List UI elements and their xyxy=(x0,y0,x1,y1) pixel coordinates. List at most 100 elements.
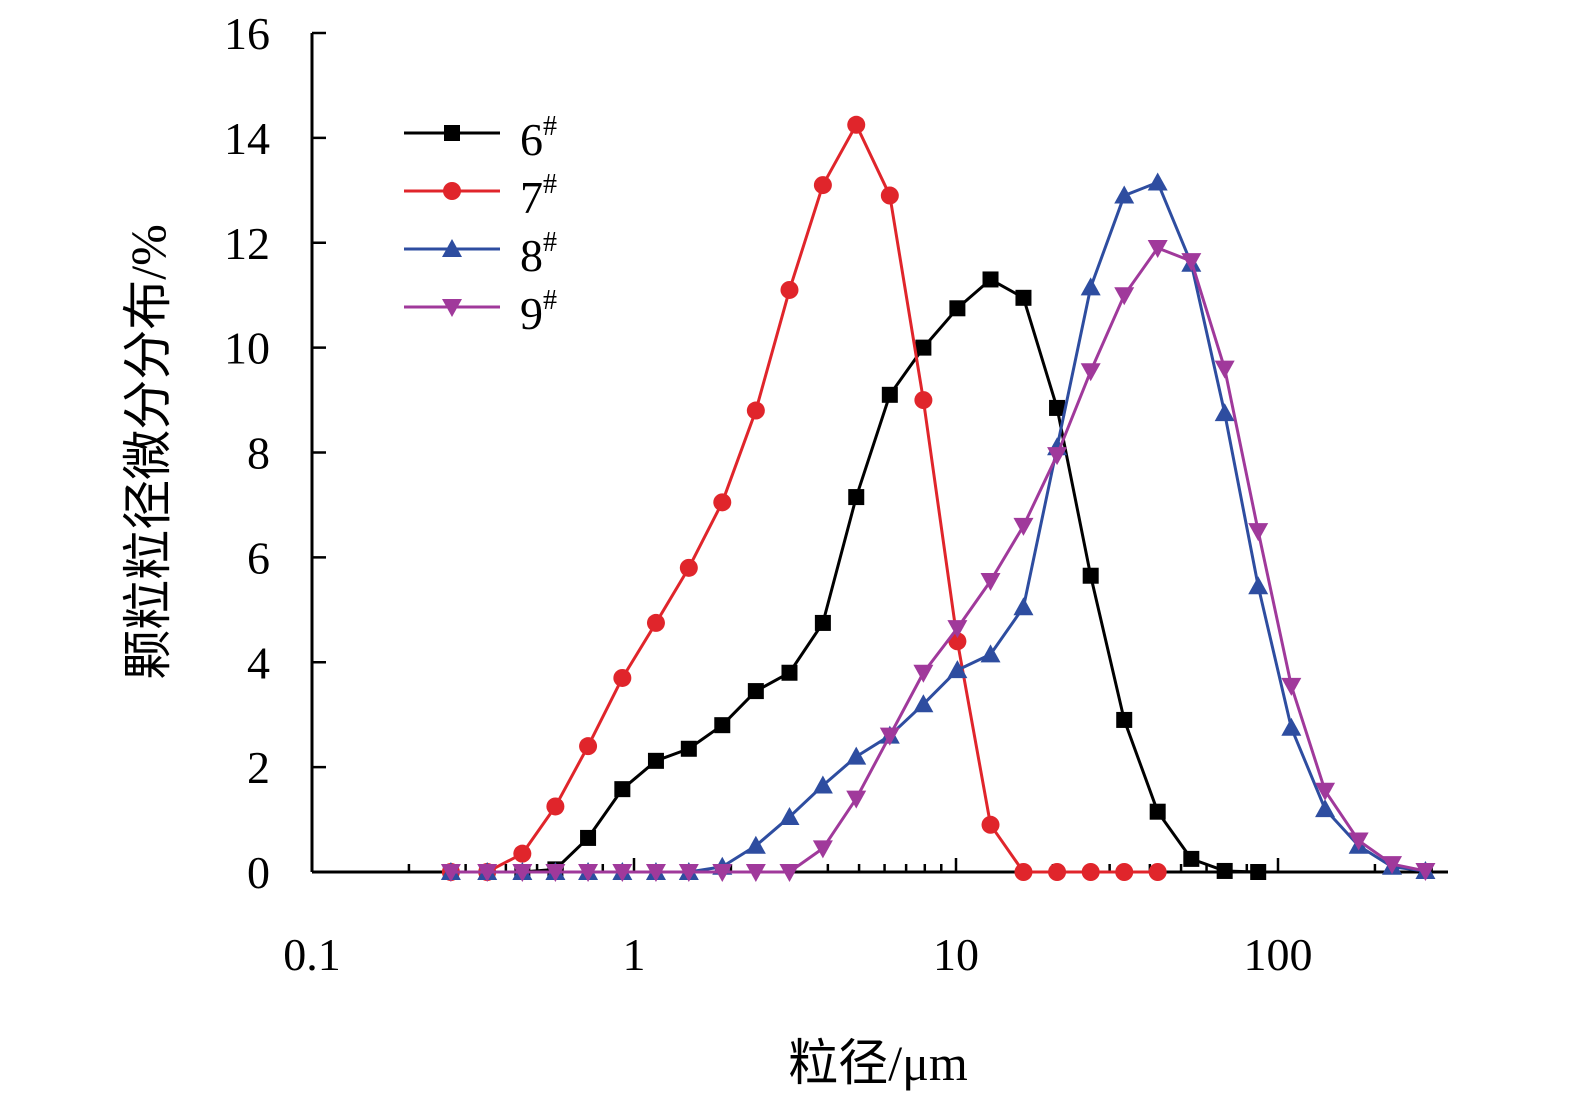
data-point xyxy=(613,668,632,687)
data-point xyxy=(779,864,800,882)
data-point xyxy=(1049,399,1066,416)
data-point xyxy=(580,829,597,846)
legend-label: 7# xyxy=(520,169,557,223)
data-point xyxy=(745,835,766,854)
data-point xyxy=(881,386,898,403)
data-point xyxy=(980,572,1001,591)
data-point xyxy=(1080,363,1101,382)
data-point xyxy=(1315,799,1336,818)
data-point xyxy=(647,752,664,769)
legend-item-7: 7# xyxy=(404,169,557,223)
y-tick-label: 14 xyxy=(224,113,270,164)
data-point xyxy=(579,737,598,756)
data-point xyxy=(646,613,665,632)
data-point xyxy=(678,864,699,882)
data-point xyxy=(1148,863,1167,881)
data-point xyxy=(1013,597,1034,616)
legend-label: 6# xyxy=(520,111,557,165)
data-point xyxy=(913,664,934,683)
data-point xyxy=(781,664,798,681)
data-point xyxy=(1116,711,1133,728)
data-point xyxy=(812,840,833,859)
legend-item-8: 8# xyxy=(404,227,557,281)
data-point xyxy=(443,182,461,200)
data-point xyxy=(1080,277,1101,296)
series-layer xyxy=(440,115,1436,882)
data-point xyxy=(1214,403,1235,422)
data-point xyxy=(679,558,698,577)
series-line xyxy=(450,277,1259,874)
data-point xyxy=(948,632,967,651)
data-point xyxy=(440,864,461,882)
legend-label-text: 8 xyxy=(520,230,543,281)
legend-label-sup: # xyxy=(543,169,557,200)
data-point xyxy=(477,864,498,882)
data-point xyxy=(947,660,968,679)
data-point xyxy=(915,339,932,356)
data-point xyxy=(714,717,731,734)
data-point xyxy=(780,280,799,299)
data-point xyxy=(546,797,565,816)
data-point xyxy=(578,864,599,882)
legend: 6#7#8#9# xyxy=(404,111,557,339)
data-point xyxy=(746,401,765,420)
data-point xyxy=(1048,863,1067,881)
data-point xyxy=(949,300,966,317)
data-point xyxy=(1147,172,1168,191)
data-point xyxy=(1415,862,1436,881)
data-point xyxy=(1147,239,1168,258)
data-point xyxy=(1248,523,1269,542)
y-tick-label: 10 xyxy=(224,323,270,374)
data-point xyxy=(1149,803,1166,820)
data-point xyxy=(680,740,697,757)
data-point xyxy=(1014,863,1033,881)
data-point xyxy=(1181,253,1202,272)
data-point xyxy=(747,683,764,700)
y-tick-label: 6 xyxy=(247,532,270,583)
data-point xyxy=(1013,517,1034,536)
data-point xyxy=(442,299,462,317)
data-point xyxy=(848,489,865,506)
data-point xyxy=(1216,862,1233,879)
data-point xyxy=(847,115,866,134)
legend-label: 9# xyxy=(520,285,557,339)
data-point xyxy=(1047,447,1068,466)
data-point xyxy=(980,644,1001,663)
data-point xyxy=(879,727,900,746)
data-point xyxy=(812,775,833,794)
legend-label-sup: # xyxy=(543,285,557,316)
data-point xyxy=(745,864,766,882)
series-line xyxy=(450,123,1158,874)
series-line xyxy=(450,246,1426,874)
legend-item-9: 9# xyxy=(404,285,557,339)
data-point xyxy=(880,186,899,205)
data-point xyxy=(1114,287,1135,306)
legend-label-text: 6 xyxy=(520,114,543,165)
data-point xyxy=(814,614,831,631)
series-9 xyxy=(440,239,1436,882)
y-tick-label: 0 xyxy=(247,847,270,898)
y-tick-label: 2 xyxy=(247,742,270,793)
legend-label: 8# xyxy=(520,227,557,281)
data-point xyxy=(1082,567,1099,584)
data-point xyxy=(612,864,633,882)
y-tick-label: 16 xyxy=(224,8,270,59)
data-point xyxy=(513,844,532,863)
data-point xyxy=(1250,864,1267,880)
series-8 xyxy=(440,172,1436,880)
data-point xyxy=(1281,717,1302,736)
data-point xyxy=(444,125,460,141)
data-point xyxy=(914,391,933,410)
data-point xyxy=(645,864,666,882)
y-tick-label: 8 xyxy=(247,428,270,479)
legend-label-sup: # xyxy=(543,111,557,142)
x-axis-title: 粒径/μm xyxy=(788,1035,968,1091)
y-tick-label: 4 xyxy=(247,637,270,688)
data-point xyxy=(1214,360,1235,379)
data-point xyxy=(713,493,732,512)
data-point xyxy=(712,864,733,882)
data-point xyxy=(813,176,832,195)
data-point xyxy=(442,239,462,257)
legend-label-sup: # xyxy=(543,227,557,258)
data-point xyxy=(1248,576,1269,595)
